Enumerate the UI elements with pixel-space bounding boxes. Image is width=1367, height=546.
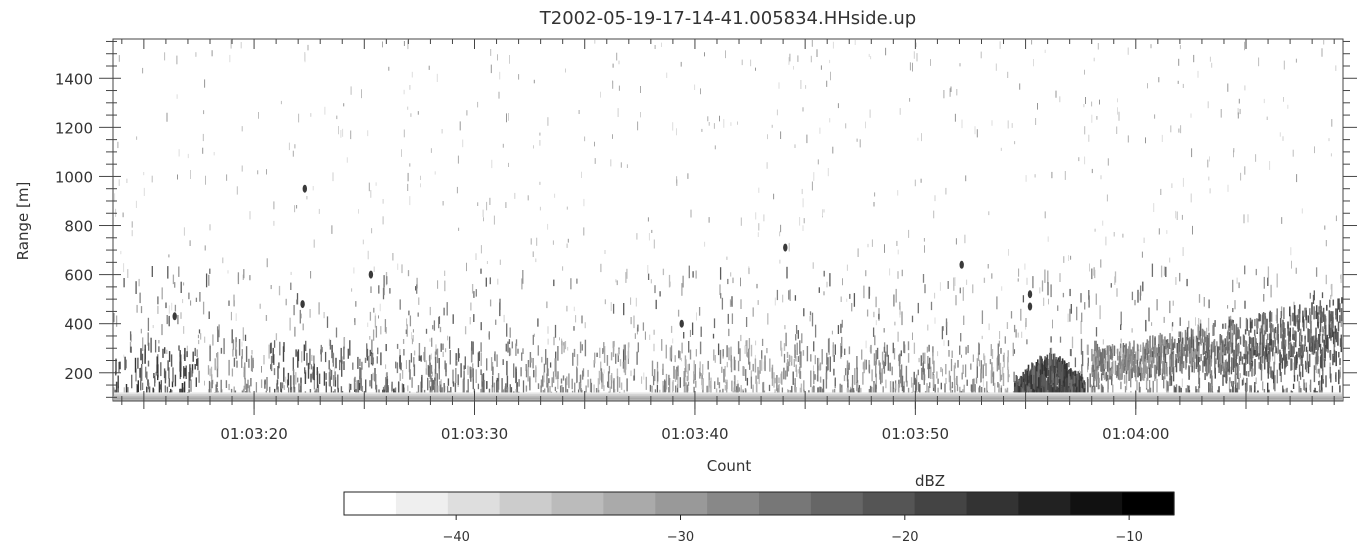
echo-blob [368,270,374,279]
chart-title: T2002-05-19-17-14-41.005834.HHside.up [539,8,916,29]
x-tick-label: 01:03:50 [882,425,949,443]
clutter-strip [114,395,1342,398]
echo-blob [172,312,177,321]
x-tick-label: 01:04:00 [1102,425,1169,443]
y-axis-label: Range [m] [14,182,32,261]
echo-blob [959,260,964,269]
echo-blob [679,319,684,328]
colorbar-swatch [810,492,864,515]
colorbar-swatch [707,492,760,515]
y-tick-label: 800 [64,218,93,236]
x-tick-label: 01:03:20 [220,425,287,443]
colorbar-swatch [914,492,968,515]
colorbar-tick-label: −10 [1115,530,1142,545]
y-tick-label: 200 [64,365,93,383]
echo-blob [302,184,307,193]
colorbar-tick-label: −30 [667,530,694,545]
colorbar-swatch [551,492,604,515]
x-tick-label: 01:03:30 [441,425,508,443]
y-tick-label: 1400 [55,70,93,88]
clutter-strip [114,399,1342,402]
clutter-strip [114,392,1342,395]
colorbar-swatch [344,492,397,515]
echo-blob [300,300,305,309]
colorbar-swatch [603,492,656,515]
colorbar-swatch [395,492,449,515]
echo-blob [1027,302,1033,311]
colorbar-swatch [655,492,708,515]
clutter-strip [114,397,1342,400]
y-tick-label: 1000 [55,168,93,186]
colorbar-swatch [862,492,916,515]
colorbar-swatch [1070,492,1123,515]
colorbar-swatch [447,492,501,515]
echo-blob [783,243,788,252]
echo-blob [1027,290,1033,299]
ground-clutter-band [114,392,1342,402]
y-axis: 200 400 600 800 1000 1200 1400 [55,40,1357,398]
colorbar: dBZ −40 −30 −20 −10 [343,472,1175,545]
plot-area [112,38,1344,402]
colorbar-tick-label: −40 [442,530,469,545]
clutter-strip [114,394,1342,397]
colorbar-tick-label: −20 [891,530,918,545]
y-tick-label: 1200 [55,119,93,137]
colorbar-swatch [499,492,553,515]
colorbar-swatch [966,492,1019,515]
y-tick-label: 600 [64,267,93,285]
colorbar-swatch [1122,492,1175,515]
x-axis-label: Count [707,457,752,475]
x-axis: 01:03:20 01:03:30 01:03:40 01:03:50 01:04:00 [121,39,1335,443]
colorbar-frame [343,491,1175,516]
x-tick-label: 01:03:40 [661,425,728,443]
y-tick-label: 400 [64,316,93,334]
colorbar-swatch [1018,492,1071,515]
colorbar-label: dBZ [915,472,945,490]
plot-frame [112,38,1344,402]
colorbar-swatch [759,492,812,515]
